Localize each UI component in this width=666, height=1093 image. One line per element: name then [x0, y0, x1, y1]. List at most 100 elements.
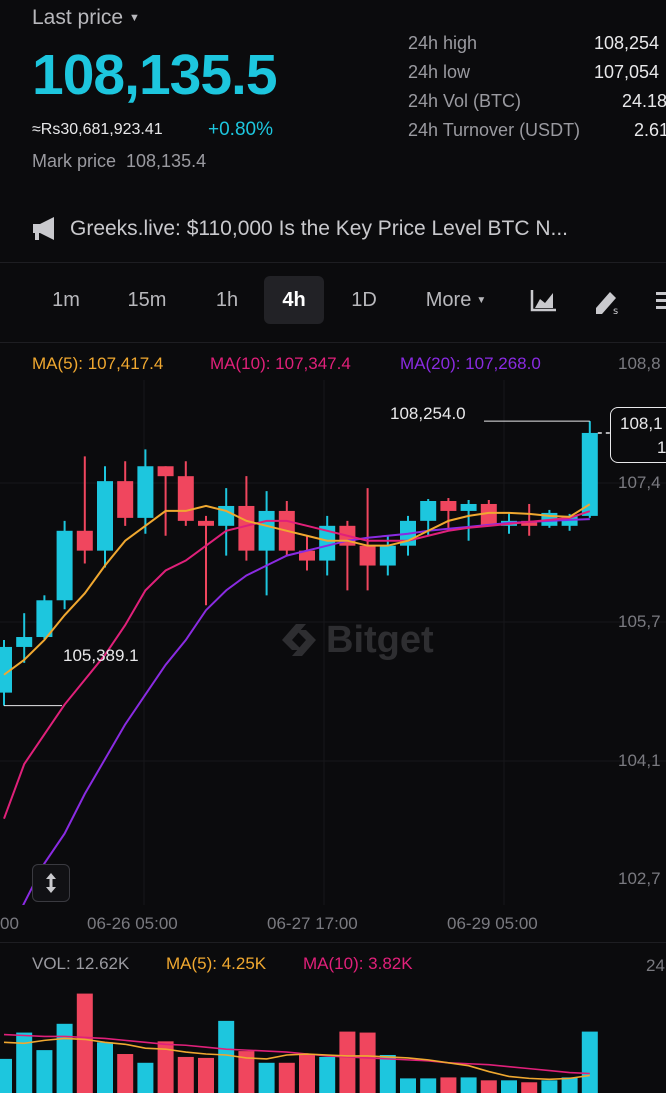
volume-bar	[501, 1080, 517, 1093]
candle-body	[460, 503, 477, 511]
tab-1h[interactable]: 1h	[215, 289, 239, 311]
mark-price-label: Mark price	[32, 151, 117, 171]
candle-body	[521, 520, 538, 526]
last-price-value: 108,135.5	[32, 43, 278, 107]
candle-body	[76, 530, 93, 551]
volume-ma10-line	[3, 1033, 590, 1075]
tab-more-label: More	[425, 289, 472, 311]
tab-more[interactable]: More ▼	[410, 276, 502, 324]
ma10-legend: MA(10): 107,347.4	[210, 354, 351, 373]
volume-bar	[97, 1042, 113, 1093]
stat-24h-turnover-label: 24h Turnover (USDT)	[408, 120, 581, 140]
volume-bar	[460, 1077, 477, 1093]
volume-legend: VOL: 12.62K	[32, 954, 130, 973]
ma5-line	[3, 503, 591, 676]
stat-24h-high-label: 24h high	[408, 33, 478, 53]
y-axis-label: 108,8	[618, 354, 661, 373]
candle-body	[36, 600, 53, 638]
volume-bar	[0, 1058, 12, 1093]
volume-ma5-legend: MA(5): 4.25K	[166, 954, 267, 973]
tab-4h[interactable]: 4h	[264, 276, 324, 324]
tab-1m[interactable]: 1m	[52, 289, 80, 311]
last-price-selector[interactable]: Last price ▼	[32, 6, 140, 30]
candle-body	[420, 501, 437, 521]
stat-24h-high-value: 108,254	[594, 33, 660, 53]
volume-bar	[420, 1078, 437, 1093]
volume-bar	[137, 1062, 154, 1093]
x-axis-label: 06-26 05:00	[87, 914, 178, 933]
volume-chart[interactable]	[0, 960, 666, 1093]
mark-price: Mark price 108,135.4	[32, 151, 206, 172]
candle-body	[238, 505, 255, 551]
candle-body	[97, 481, 113, 551]
volume-bar	[299, 1054, 315, 1093]
y-axis-label: 102,7	[618, 869, 661, 888]
volume-bar	[359, 1032, 376, 1093]
candle-body	[319, 525, 336, 561]
candle-body	[258, 510, 275, 551]
stat-24h-vol-value: 24.18	[622, 91, 666, 111]
x-axis-label: 00	[0, 914, 19, 933]
volume-bar	[177, 1056, 194, 1093]
current-price-tag-countdown: 1	[657, 438, 666, 457]
volume-bar	[218, 1020, 235, 1093]
candle-body	[137, 466, 154, 518]
candle-body	[0, 646, 12, 693]
caret-down-icon: ▼	[129, 12, 140, 24]
volume-bar	[480, 1080, 497, 1093]
stat-24h-low-value: 107,054	[594, 62, 660, 82]
price-change-percent: +0.80%	[208, 119, 273, 140]
volume-bar	[521, 1082, 538, 1093]
ma20-line	[22, 518, 590, 905]
stat-24h-low-label: 24h low	[408, 62, 471, 82]
stat-24h-vol-label: 24h Vol (BTC)	[408, 91, 522, 111]
ma10-line	[3, 510, 591, 820]
volume-bar	[238, 1051, 255, 1093]
y-axis-label: 105,7	[618, 612, 661, 631]
candle-body	[379, 545, 396, 566]
ma5-legend: MA(5): 107,417.4	[32, 354, 164, 373]
expand-handle[interactable]	[32, 864, 70, 902]
candle-body	[581, 432, 598, 516]
candle-body	[157, 466, 174, 477]
last-price-label: Last price	[32, 6, 124, 29]
caret-down-icon: ▼	[476, 295, 487, 306]
settings-icon[interactable]	[656, 290, 666, 312]
candle-body	[177, 476, 194, 521]
volume-bar	[561, 1077, 578, 1093]
candle-body	[299, 550, 315, 561]
interval-tabs: 1m 15m 1h 4h 1D More ▼ s	[0, 276, 666, 330]
volume-bar	[440, 1077, 457, 1093]
fiat-value: ≈Rs30,681,923.41	[32, 121, 163, 138]
current-price-tag-value: 108,1	[620, 414, 663, 433]
volume-bar	[379, 1054, 396, 1093]
divider	[0, 342, 666, 343]
volume-bar	[16, 1032, 33, 1093]
news-text: Greeks.live: $110,000 Is the Key Price L…	[70, 217, 569, 240]
volume-bar	[258, 1062, 275, 1093]
volume-bar	[56, 1023, 73, 1093]
volume-axis-label: 24	[646, 956, 665, 975]
x-axis-label: 06-27 17:00	[267, 914, 358, 933]
mark-price-value: 108,135.4	[126, 151, 207, 171]
news-ticker[interactable]: Greeks.live: $110,000 Is the Key Price L…	[32, 216, 568, 242]
volume-ma5-line	[3, 1037, 590, 1081]
candle-body	[198, 520, 214, 526]
draw-tool-icon[interactable]: s	[592, 286, 622, 316]
volume-ma10-legend: MA(10): 3.82K	[303, 954, 413, 973]
watermark-text: Bitget	[326, 618, 434, 661]
volume-bar	[400, 1078, 416, 1093]
bitget-logo-icon	[282, 624, 316, 656]
candlestick-chart[interactable]	[0, 380, 666, 905]
resize-vertical-icon	[46, 873, 56, 893]
candle-body	[440, 501, 457, 511]
stat-24h-turnover-value: 2.61	[634, 120, 666, 140]
volume-bar	[319, 1056, 336, 1093]
candle-body	[16, 637, 33, 647]
x-axis-label: 06-29 05:00	[447, 914, 538, 933]
tab-15m[interactable]: 15m	[127, 289, 167, 311]
divider	[0, 262, 666, 263]
high-price-annotation: 108,254.0	[390, 404, 466, 423]
chart-style-icon[interactable]	[530, 288, 558, 314]
tab-1d[interactable]: 1D	[351, 289, 377, 311]
